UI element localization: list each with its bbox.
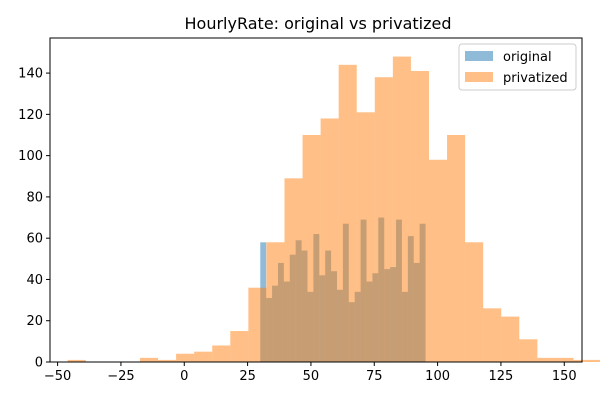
legend-label-original: original: [503, 50, 552, 65]
x-tick-label: 50: [303, 369, 320, 384]
histogram-bar-privatized-27: [555, 357, 574, 362]
x-tick-label: −50: [44, 369, 71, 384]
histogram-bar-privatized-9: [230, 331, 249, 362]
legend-swatch-original: [465, 51, 493, 61]
histogram-bar-privatized-22: [465, 242, 484, 362]
histogram-bar-privatized-8: [212, 345, 231, 362]
histogram-bar-privatized-7: [194, 351, 213, 362]
y-tick-label: 100: [18, 149, 43, 164]
x-tick-label: 75: [366, 369, 383, 384]
legend-label-privatized: privatized: [503, 71, 568, 86]
histogram-bar-privatized-17: [374, 77, 393, 362]
x-tick-label: 125: [489, 369, 514, 384]
histogram-bar-privatized-19: [410, 71, 429, 363]
y-tick-label: 60: [26, 232, 43, 247]
x-tick-label: −25: [107, 369, 134, 384]
histogram-bar-privatized-5: [158, 359, 177, 362]
histogram-bar-privatized-21: [447, 134, 466, 362]
histogram-bar-privatized-24: [501, 316, 520, 362]
plot-frame: [49, 37, 583, 363]
bars-layer: [67, 56, 600, 363]
histogram-bar-privatized-15: [338, 64, 357, 362]
histogram-bar-privatized-16: [356, 112, 375, 362]
histogram-bar-privatized-12: [284, 178, 303, 362]
y-tick-label: 20: [26, 314, 43, 329]
histogram-bar-privatized-0: [67, 359, 86, 362]
x-tick-label: 25: [239, 369, 256, 384]
histogram-bar-privatized-13: [302, 134, 321, 362]
histogram-bar-privatized-18: [392, 56, 411, 363]
x-tick-label: 150: [552, 369, 577, 384]
legend: original privatized: [458, 43, 577, 91]
histogram-bar-privatized-10: [248, 287, 267, 362]
y-tick-label: 140: [18, 67, 43, 82]
histogram-bar-privatized-11: [266, 242, 285, 362]
histogram-bar-privatized-23: [483, 308, 502, 362]
histogram-bar-privatized-28: [573, 359, 592, 362]
x-tick-label: 100: [425, 369, 450, 384]
legend-swatch-privatized: [465, 72, 493, 82]
histogram-bar-privatized-20: [428, 159, 448, 362]
y-tick-label: 0: [35, 356, 43, 371]
histogram-bar-privatized-25: [519, 339, 538, 362]
histogram-bar-privatized-4: [139, 357, 159, 362]
y-tick-label: 80: [26, 190, 43, 205]
axes-layer: −50 −25 0 25 50 75 100 125 150 0 20 40 60 80 100 120 140: [18, 37, 583, 384]
chart-title: HourlyRate: original vs privatized: [185, 14, 452, 33]
histogram-bar-privatized-14: [320, 118, 339, 363]
y-tick-label: 120: [18, 108, 43, 123]
histogram-bar-privatized-26: [537, 357, 556, 362]
y-tick-label: 40: [26, 273, 43, 288]
histogram-bar-privatized-6: [176, 353, 195, 362]
x-tick-label: 0: [180, 369, 188, 384]
histogram-bar-privatized-29: [591, 359, 600, 362]
